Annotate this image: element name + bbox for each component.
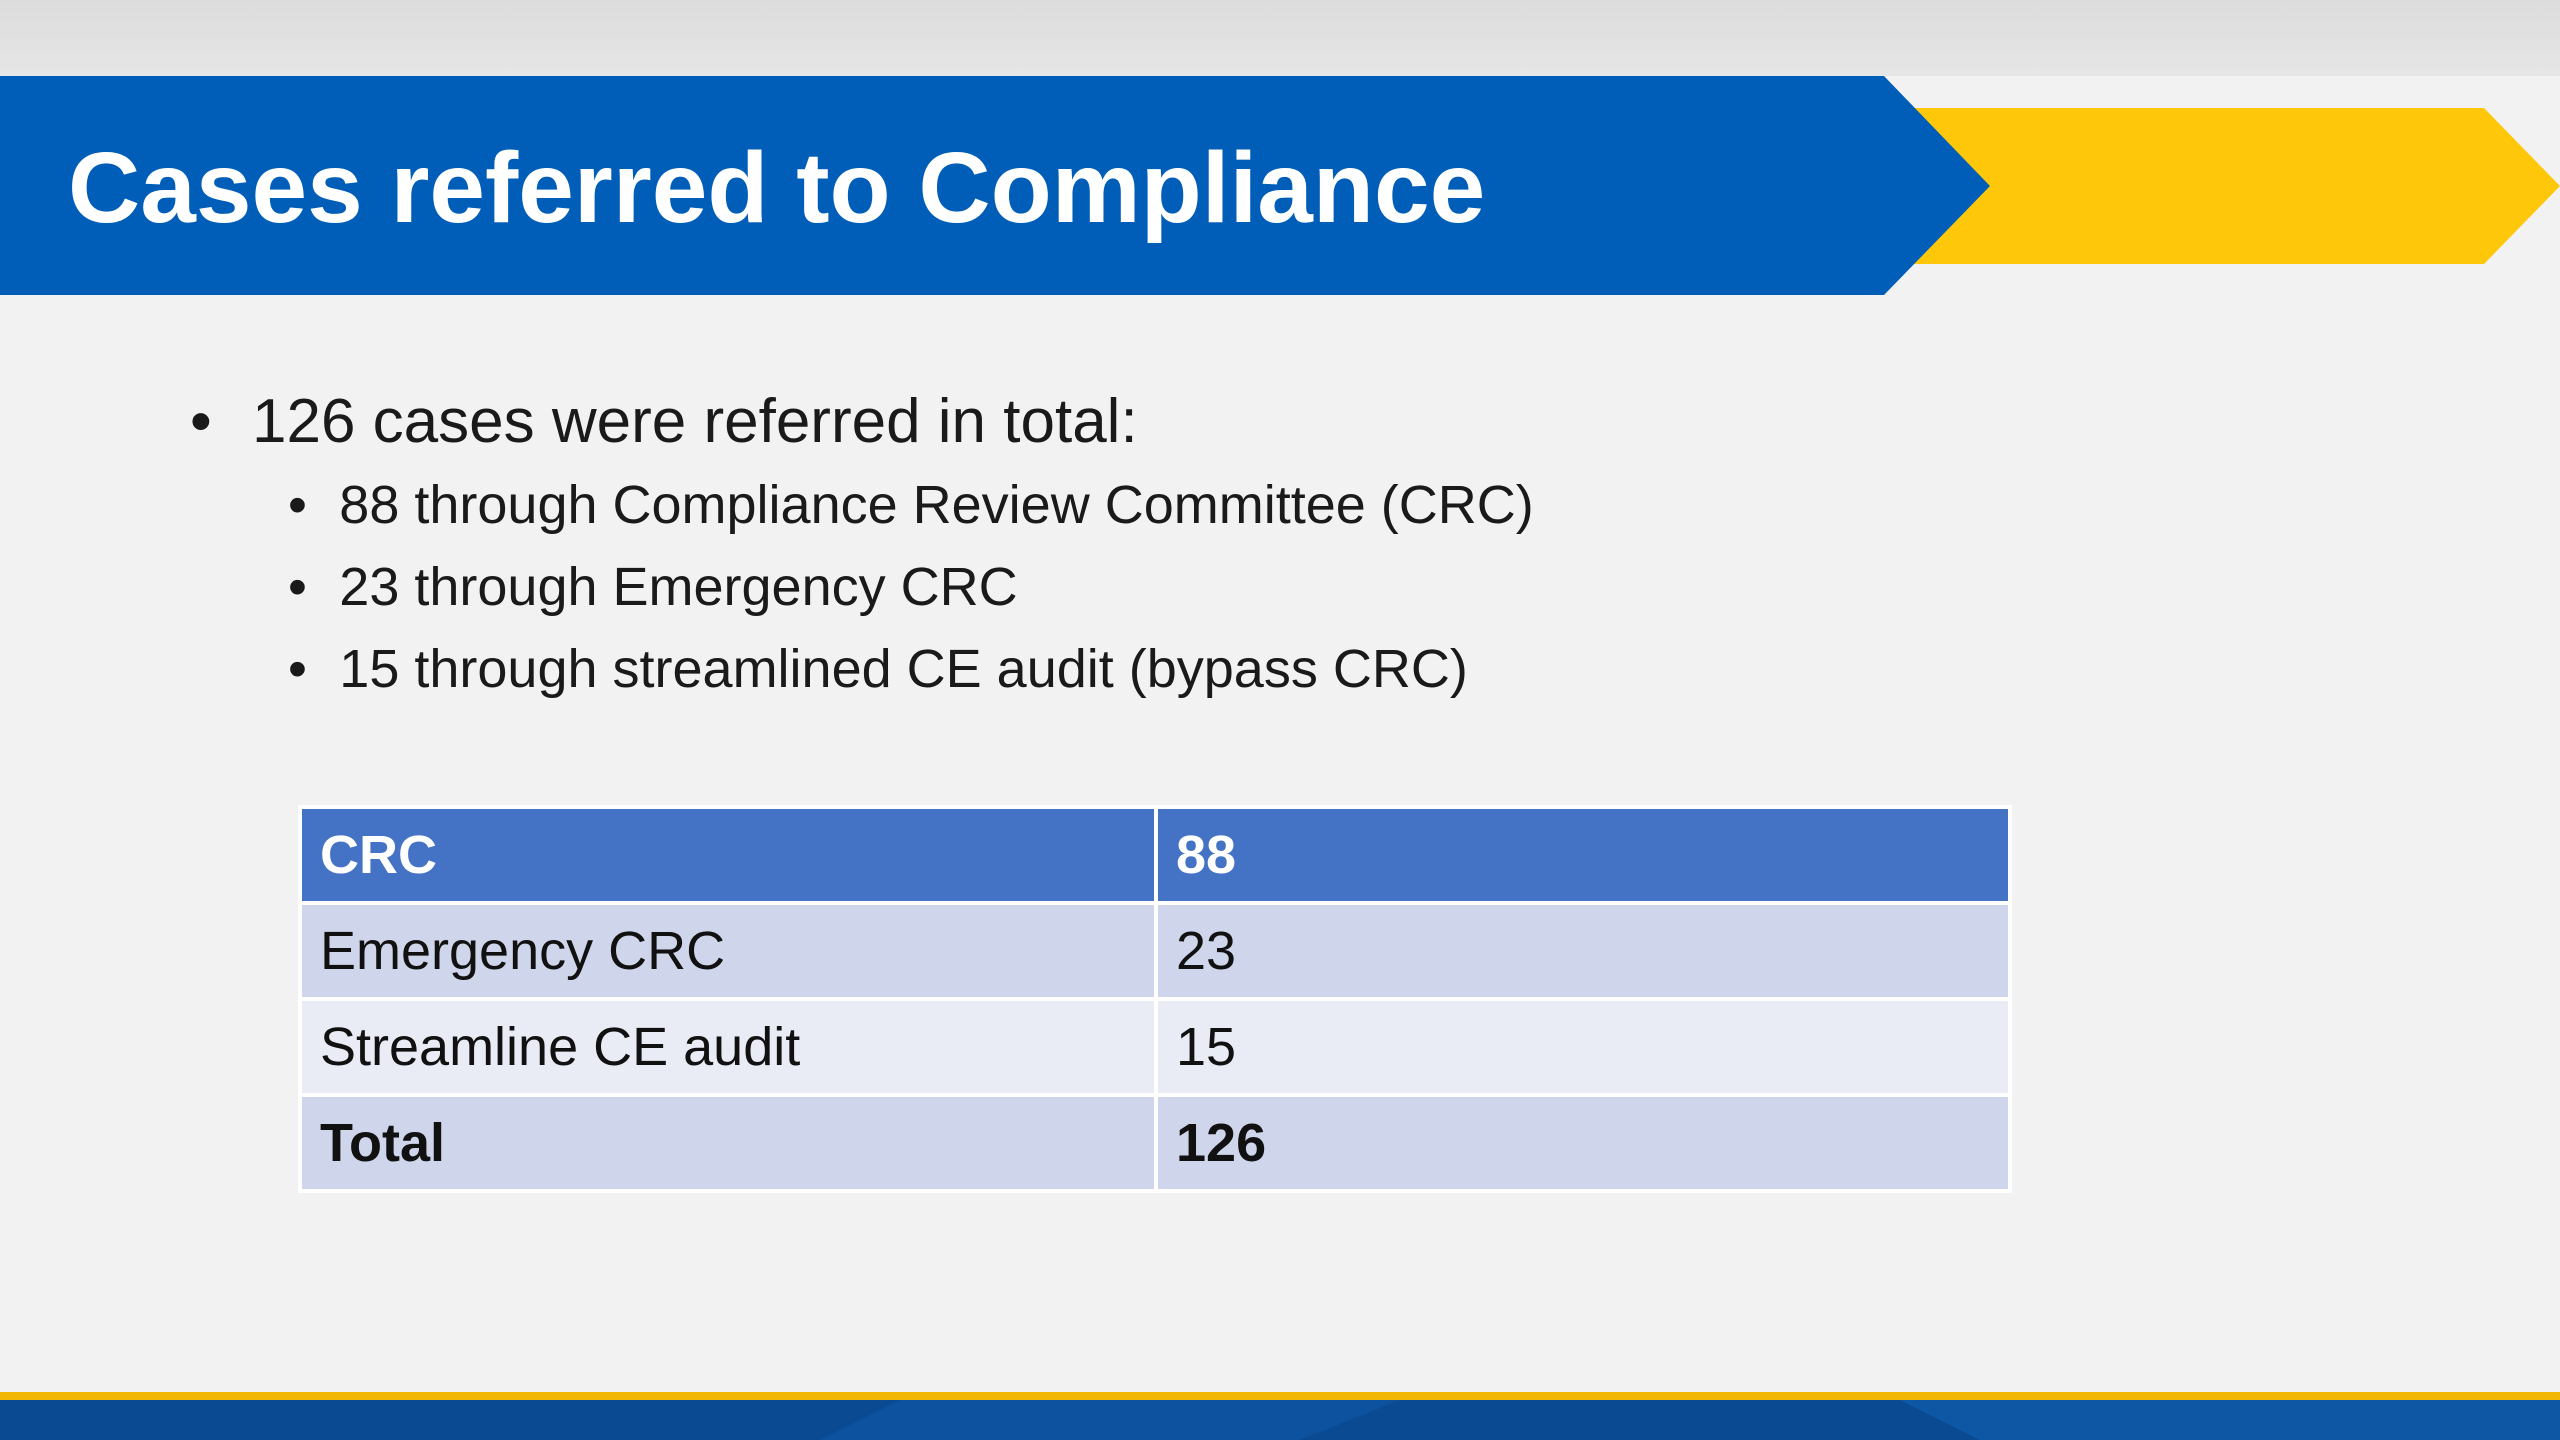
top-strip	[0, 0, 2560, 76]
sub-bullet-item: • 23 through Emergency CRC	[288, 546, 1534, 628]
table-cell-value: 88	[1154, 805, 2012, 905]
table-cell-label: CRC	[298, 805, 1158, 905]
bullet-dot: •	[288, 639, 307, 699]
title-banner	[0, 76, 2560, 295]
bullet-dot: •	[190, 387, 212, 456]
table-cell-value: 15	[1154, 997, 2012, 1097]
footer-accent-shape	[820, 1400, 1400, 1440]
footer-gold-line	[0, 1392, 2560, 1400]
footer-bar	[0, 1392, 2560, 1440]
sub-bullet-item: • 15 through streamlined CE audit (bypass…	[288, 628, 1534, 710]
page-title: Cases referred to Compliance	[68, 132, 1486, 244]
bullet-main: • 126 cases were referred in total: • 88 t…	[190, 380, 1534, 710]
bullet-dot: •	[288, 557, 307, 617]
banner-blue-arrow	[0, 76, 1990, 295]
bullet-dot: •	[288, 475, 307, 535]
table-total-row: Total 126	[298, 1093, 2012, 1193]
sub-bullet-text: 88 through Compliance Review Committee (…	[339, 475, 1534, 535]
table-cell-value: 126	[1154, 1093, 2012, 1193]
sub-bullet-list: • 88 through Compliance Review Committee …	[190, 464, 1534, 710]
sub-bullet-text: 15 through streamlined CE audit (bypass …	[339, 639, 1468, 699]
bullet-list: • 126 cases were referred in total: • 88 t…	[190, 380, 1534, 710]
bullet-main-text: 126 cases were referred in total:	[252, 387, 1138, 456]
table-cell-label: Streamline CE audit	[298, 997, 1158, 1097]
sub-bullet-item: • 88 through Compliance Review Committee …	[288, 464, 1534, 546]
footer-accent-shape	[1900, 1400, 2560, 1440]
sub-bullet-text: 23 through Emergency CRC	[339, 557, 1018, 617]
table-cell-label: Total	[298, 1093, 1158, 1193]
table-row: Emergency CRC 23	[298, 901, 2012, 1001]
table-row: Streamline CE audit 15	[298, 997, 2012, 1097]
table-cell-value: 23	[1154, 901, 2012, 1001]
table-cell-label: Emergency CRC	[298, 901, 1158, 1001]
table-header-row: CRC 88	[298, 805, 2012, 905]
banner-yellow-chevron	[1880, 108, 2560, 264]
cases-table: CRC 88 Emergency CRC 23 Streamline CE au…	[298, 805, 2012, 1193]
